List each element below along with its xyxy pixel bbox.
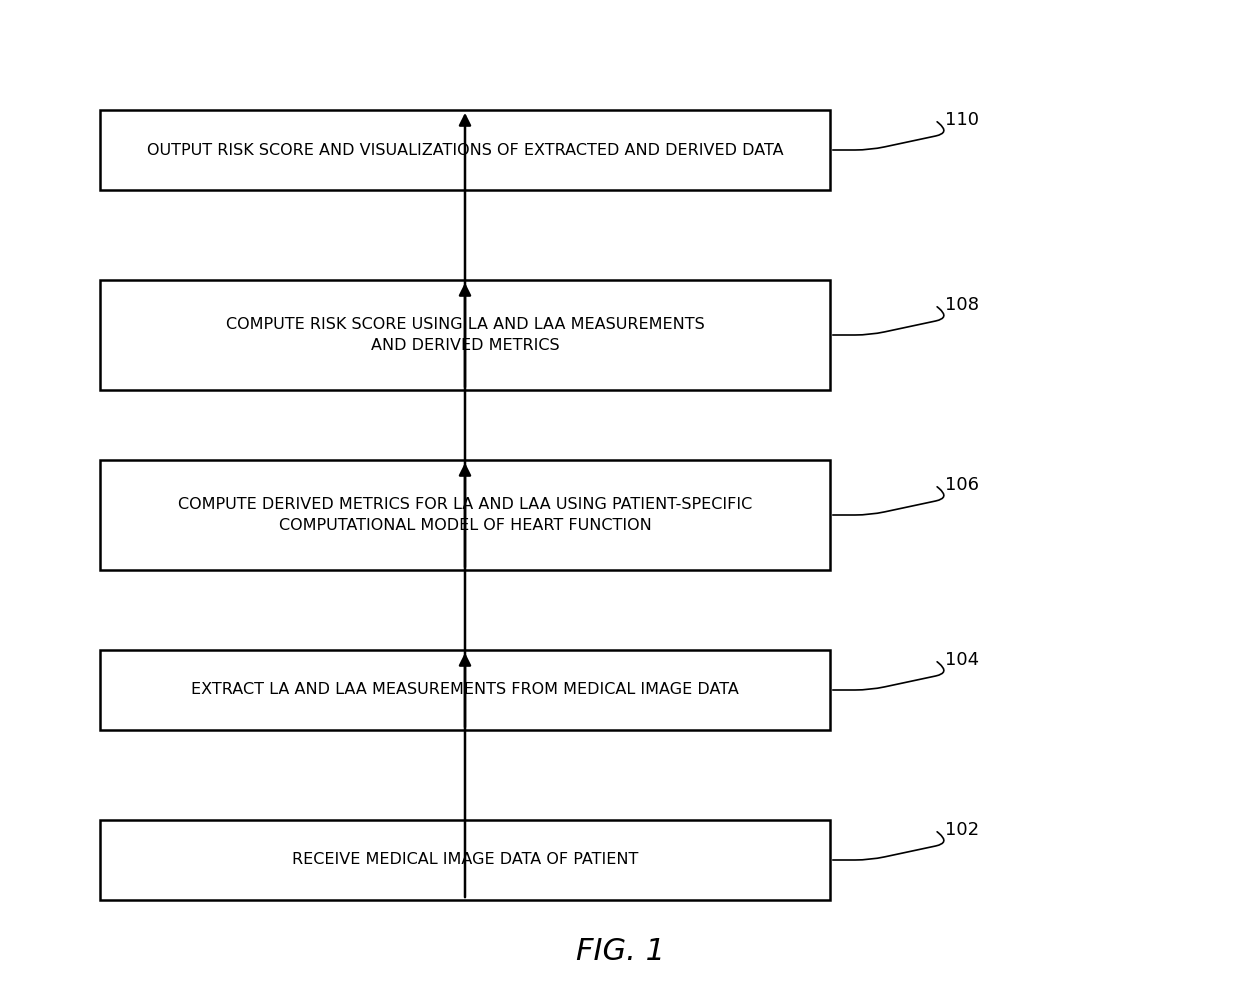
Text: 102: 102 <box>945 821 980 839</box>
Text: EXTRACT LA AND LAA MEASUREMENTS FROM MEDICAL IMAGE DATA: EXTRACT LA AND LAA MEASUREMENTS FROM MED… <box>191 682 739 697</box>
Bar <box>100 460 830 570</box>
Text: COMPUTE RISK SCORE USING LA AND LAA MEASUREMENTS
AND DERIVED METRICS: COMPUTE RISK SCORE USING LA AND LAA MEAS… <box>226 317 704 353</box>
Text: OUTPUT RISK SCORE AND VISUALIZATIONS OF EXTRACTED AND DERIVED DATA: OUTPUT RISK SCORE AND VISUALIZATIONS OF … <box>146 143 784 158</box>
Text: COMPUTE DERIVED METRICS FOR LA AND LAA USING PATIENT-SPECIFIC
COMPUTATIONAL MODE: COMPUTE DERIVED METRICS FOR LA AND LAA U… <box>177 497 753 533</box>
Text: 110: 110 <box>945 111 980 129</box>
Text: 104: 104 <box>945 651 980 669</box>
Text: 108: 108 <box>945 296 980 314</box>
Text: FIG. 1: FIG. 1 <box>575 937 665 966</box>
Bar <box>100 650 830 730</box>
Bar <box>100 280 830 390</box>
Text: 106: 106 <box>945 476 980 494</box>
Bar <box>100 820 830 900</box>
Text: RECEIVE MEDICAL IMAGE DATA OF PATIENT: RECEIVE MEDICAL IMAGE DATA OF PATIENT <box>291 852 639 867</box>
Bar <box>100 110 830 190</box>
